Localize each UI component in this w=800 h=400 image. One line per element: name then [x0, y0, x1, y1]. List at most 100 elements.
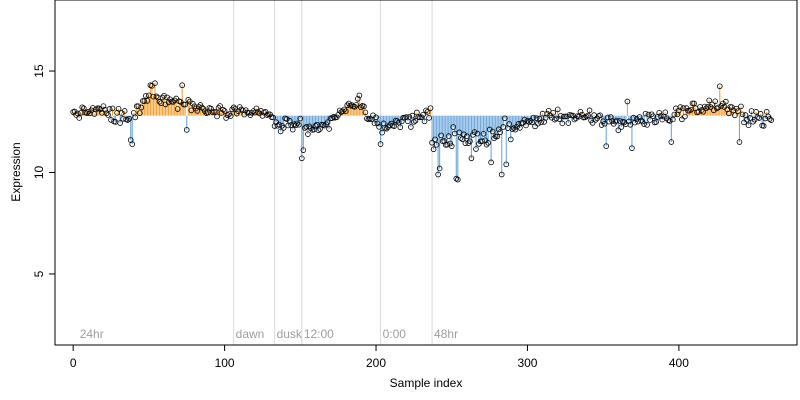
data-point: [745, 122, 752, 128]
data-point: [744, 116, 750, 123]
data-point: [362, 109, 369, 116]
data-point: [294, 120, 301, 127]
data-point: [267, 111, 273, 118]
data-point: [495, 126, 502, 133]
data-point: [454, 176, 461, 183]
data-point: [538, 119, 544, 126]
data-point: [680, 105, 687, 111]
data-point: [408, 124, 414, 130]
y-tick-label: 15: [32, 64, 46, 78]
data-point: [94, 105, 101, 112]
data-point: [686, 107, 693, 114]
data-point: [467, 138, 473, 145]
data-point: [719, 100, 726, 107]
data-point: [374, 120, 381, 127]
data-point: [698, 107, 705, 113]
data-point: [497, 129, 504, 135]
data-point: [445, 133, 452, 139]
data-point: [183, 127, 190, 133]
data-point: [627, 121, 634, 128]
data-point: [735, 108, 741, 114]
data-point: [704, 104, 711, 110]
data-point: [468, 155, 475, 162]
annotation-label: 48hr: [434, 327, 458, 341]
data-point: [530, 114, 537, 121]
data-point: [480, 131, 487, 137]
data-point: [544, 110, 550, 117]
data-point: [224, 112, 231, 118]
data-point: [108, 117, 114, 123]
data-point: [429, 139, 435, 146]
data-point: [358, 104, 364, 111]
data-point: [644, 122, 650, 128]
data-point: [265, 111, 272, 118]
data-point: [376, 124, 382, 130]
data-point: [536, 115, 543, 122]
data-point: [188, 107, 195, 114]
x-axis-title: Sample index: [390, 376, 463, 390]
data-point: [571, 116, 578, 123]
data-point: [277, 128, 284, 135]
data-point: [739, 111, 746, 118]
data-point: [220, 106, 226, 113]
data-point: [603, 143, 609, 149]
data-point: [483, 141, 490, 148]
data-point: [453, 175, 460, 182]
data-point: [249, 109, 255, 116]
data-point: [373, 114, 379, 121]
data-point: [485, 140, 491, 146]
x-tick-label: 200: [366, 356, 386, 370]
data-point: [514, 124, 520, 130]
data-point: [615, 127, 622, 134]
data-point: [76, 115, 83, 121]
data-point: [121, 108, 128, 114]
data-point: [100, 103, 107, 109]
data-point: [299, 155, 305, 162]
y-axis-title: Expression: [9, 142, 23, 201]
data-point: [498, 171, 505, 178]
data-point: [526, 119, 532, 125]
data-point: [656, 109, 662, 116]
x-tick-label: 100: [215, 356, 235, 370]
data-point: [84, 110, 90, 116]
data-point: [115, 105, 122, 112]
data-point: [379, 129, 385, 136]
annotation-label: 12:00: [304, 327, 334, 341]
data-point: [182, 101, 189, 108]
data-point: [297, 115, 304, 122]
data-point: [432, 136, 438, 143]
data-point: [613, 117, 620, 124]
data-point: [715, 104, 722, 111]
plot-frame: [54, 0, 798, 346]
data-point: [747, 115, 753, 121]
data-point: [632, 119, 638, 126]
data-point: [607, 114, 614, 120]
data-point: [426, 115, 432, 121]
annotation-label: dawn: [236, 327, 265, 341]
data-point: [629, 145, 635, 151]
data-point: [462, 140, 469, 146]
data-point: [527, 118, 534, 124]
data-point: [666, 118, 673, 124]
data-point: [280, 125, 287, 131]
data-point: [71, 108, 78, 115]
data-point: [170, 99, 176, 105]
data-point: [736, 139, 743, 145]
data-point: [456, 129, 463, 136]
data-point: [577, 108, 584, 115]
data-point: [529, 119, 535, 126]
data-point: [398, 118, 405, 125]
data-point: [700, 108, 706, 115]
annotation-label: 24hr: [80, 327, 104, 341]
data-point: [624, 98, 631, 105]
data-point: [292, 122, 299, 129]
data-point: [473, 146, 479, 152]
annotation-labels: 24hr dawn dusk 12:00 0:00 48hr: [80, 327, 458, 341]
data-point: [135, 103, 142, 109]
data-point: [276, 121, 282, 128]
data-point: [227, 113, 234, 119]
data-point: [489, 128, 496, 135]
data-points: [70, 80, 775, 183]
data-point: [503, 161, 510, 168]
